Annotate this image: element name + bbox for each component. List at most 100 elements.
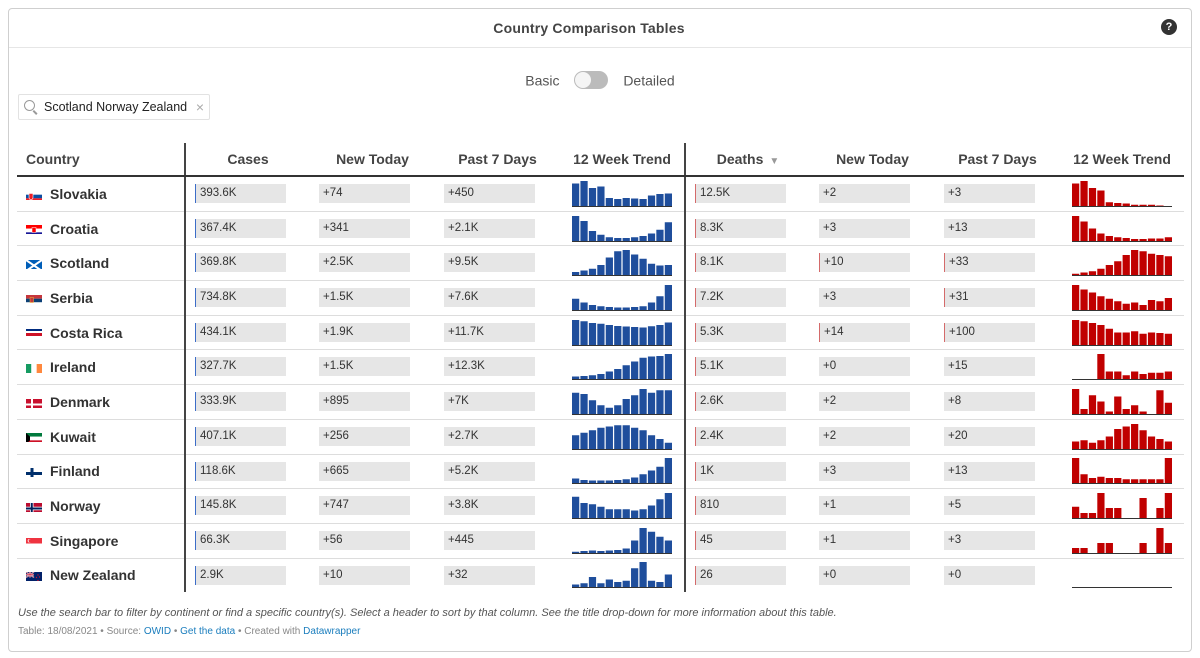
trend-bar (597, 550, 605, 553)
page-title[interactable]: Country Comparison Tables (493, 20, 685, 36)
country-cell: New Zealand (17, 558, 186, 593)
datawrapper-link[interactable]: Datawrapper (303, 626, 361, 637)
deaths-past-7-days-value: +13 (944, 461, 1035, 481)
col-header-deaths-past-7-days[interactable]: Past 7 Days (935, 143, 1060, 177)
trend-bar (647, 505, 656, 519)
cases-past-7-days-cell: +11.7K (435, 315, 560, 351)
deaths-past-7-days-cell: +13 (935, 454, 1060, 490)
col-header-deaths-trend[interactable]: 12 Week Trend (1060, 143, 1184, 177)
cases-trend-cell (560, 315, 686, 351)
table-row: Serbia 734.8K +1.5K +7.6K 7.2K +3 +31 (17, 280, 1184, 316)
deaths-cell: 5.3K (685, 315, 810, 351)
help-icon[interactable]: ? (1161, 19, 1177, 35)
footer-prefix: Table: 18/08/2021 • Source: (18, 626, 142, 637)
cases-past-7-days-value: +9.5K (444, 253, 535, 273)
table-row: Slovakia 393.6K +74 +450 12.5K +2 +3 (17, 176, 1184, 212)
ireland-flag-icon (26, 362, 42, 374)
clear-search-icon[interactable]: × (195, 99, 204, 115)
get-data-link[interactable]: Get the data (180, 626, 236, 637)
cases-past-7-days-value: +2.1K (444, 218, 535, 238)
trend-bar (664, 540, 672, 553)
view-toggle-switch[interactable] (574, 71, 609, 90)
trend-bar (1147, 299, 1156, 310)
deaths-new-today-cell: +0 (810, 558, 935, 592)
col-header-cases-past-7-days[interactable]: Past 7 Days (435, 143, 560, 177)
country-cell: Slovakia (17, 176, 186, 212)
trend-bar (631, 568, 639, 588)
trend-bar (1105, 202, 1113, 206)
trend-bar (605, 579, 613, 588)
trend-bar (1114, 508, 1122, 519)
toggle-label-detailed[interactable]: Detailed (623, 72, 675, 89)
trend-bar (588, 400, 597, 414)
deaths-new-today-cell: +3 (810, 280, 935, 316)
trend-bar (656, 499, 664, 519)
deaths-value: 2.4K (695, 426, 786, 446)
trend-bar (664, 221, 672, 241)
col-header-deaths[interactable]: Deaths ▼ (685, 143, 810, 177)
trend-bar (1097, 493, 1105, 519)
trend-bar (1131, 371, 1139, 380)
country-cell: Norway (17, 488, 186, 524)
trend-bar (1139, 498, 1147, 519)
country-cell: Denmark (17, 384, 186, 420)
country-cell: Singapore (17, 523, 186, 559)
trend-bar (664, 574, 672, 588)
cases-new-today-cell: +747 (310, 488, 435, 524)
trend-bar (656, 536, 664, 553)
deaths-past-7-days-value: +15 (944, 357, 1035, 377)
finland-flag-icon (26, 466, 42, 478)
col-header-cases-trend[interactable]: 12 Week Trend (560, 143, 686, 177)
cases-cell: 434.1K (185, 315, 310, 351)
col-header-cases-new-today[interactable]: New Today (310, 143, 435, 177)
trend-bar (1147, 253, 1156, 276)
trend-bar (664, 390, 672, 414)
cases-value: 327.7K (195, 357, 286, 377)
trend-bar (1088, 292, 1097, 310)
cases-past-7-days-value: +450 (444, 184, 535, 203)
deaths-trend-sparkline (1072, 423, 1172, 450)
col-header-country[interactable]: Country (17, 143, 186, 177)
trend-bar (622, 326, 630, 345)
denmark-flag-icon (26, 397, 42, 408)
trend-bar (1105, 265, 1113, 276)
trend-bar (588, 504, 597, 519)
cases-trend-sparkline (572, 284, 672, 311)
trend-bar (1156, 301, 1164, 310)
deaths-trend-cell (1060, 454, 1184, 490)
costarica-flag-icon (26, 327, 42, 339)
deaths-value: 1K (695, 461, 786, 481)
trend-bar (1139, 251, 1147, 276)
trend-bar (664, 442, 672, 449)
country-cell: Scotland (17, 245, 186, 282)
trend-bar (1139, 479, 1147, 484)
newzealand-flag-icon (26, 570, 42, 582)
col-header-cases[interactable]: Cases (185, 143, 310, 177)
toggle-label-basic[interactable]: Basic (525, 72, 560, 89)
search-input[interactable] (44, 98, 192, 116)
trend-bar (1147, 204, 1156, 206)
trend-bar (647, 531, 656, 553)
cases-trend-sparkline (572, 354, 672, 381)
trend-bar (572, 496, 580, 519)
deaths-past-7-days-cell: +100 (935, 315, 1060, 351)
cases-value: 118.6K (195, 461, 286, 481)
trend-bar (622, 197, 630, 206)
trend-bar (639, 327, 647, 345)
cases-trend-sparkline (572, 424, 672, 450)
trend-bar (588, 322, 597, 345)
table-note: Use the search bar to filter by continen… (18, 607, 837, 619)
col-header-deaths-new-today[interactable]: New Today (810, 143, 935, 177)
table-row: Finland 118.6K +665 +5.2K 1K +3 +13 (17, 454, 1184, 490)
title-bar: Country Comparison Tables ? (9, 9, 1191, 48)
trend-bar (572, 392, 580, 414)
deaths-trend-sparkline (1072, 284, 1172, 311)
trend-bar (1164, 542, 1172, 553)
source-link[interactable]: OWID (143, 626, 172, 637)
trend-bar (605, 371, 613, 380)
cases-past-7-days-cell: +3.8K (435, 488, 560, 524)
trend-bar (614, 307, 622, 310)
deaths-trend-cell (1060, 176, 1184, 212)
cases-value: 2.9K (195, 565, 286, 585)
trend-bar (664, 265, 672, 276)
